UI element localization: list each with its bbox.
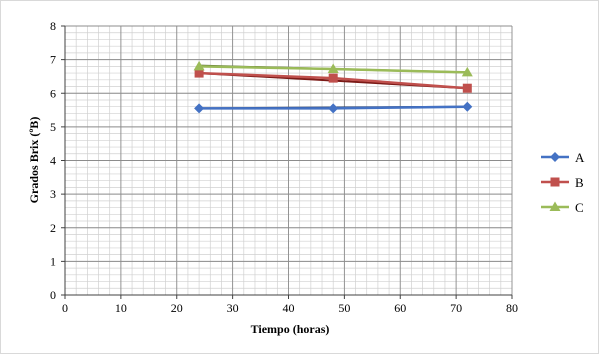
y-tick-label: 1 bbox=[50, 254, 56, 268]
series-c-point bbox=[327, 63, 339, 74]
x-tick-label: 60 bbox=[394, 301, 406, 315]
x-tick-labels: 0 10 20 30 40 50 60 70 80 bbox=[62, 301, 518, 315]
series-a-point bbox=[462, 101, 473, 112]
data-markers bbox=[193, 60, 473, 114]
y-tick-labels: 0 1 2 3 4 5 6 7 8 bbox=[50, 19, 56, 302]
y-tick-label: 0 bbox=[50, 288, 56, 302]
legend-label-c: C bbox=[575, 200, 584, 215]
x-tick-label: 80 bbox=[506, 301, 518, 315]
series-c-point bbox=[461, 66, 473, 77]
legend-item-c: C bbox=[541, 200, 584, 215]
legend-item-b: B bbox=[541, 175, 584, 190]
series-a-point bbox=[328, 103, 339, 114]
series-b-point bbox=[194, 68, 204, 78]
y-tick-label: 2 bbox=[50, 221, 56, 235]
y-tick-label: 4 bbox=[50, 154, 56, 168]
x-tick-label: 40 bbox=[283, 301, 295, 315]
legend: ABC bbox=[541, 150, 585, 215]
legend-label-b: B bbox=[575, 175, 584, 190]
y-tick-label: 6 bbox=[50, 86, 56, 100]
y-tick-label: 8 bbox=[50, 19, 56, 33]
axes bbox=[61, 25, 513, 299]
legend-label-a: A bbox=[575, 150, 585, 165]
x-tick-label: 10 bbox=[115, 301, 127, 315]
legend-item-a: A bbox=[541, 150, 585, 165]
y-tick-label: 3 bbox=[50, 187, 56, 201]
x-tick-label: 20 bbox=[171, 301, 183, 315]
series-a-point bbox=[194, 103, 205, 114]
x-axis-title: Tiempo (horas) bbox=[251, 322, 330, 336]
legend-marker-b bbox=[550, 177, 560, 187]
legend-marker-a bbox=[550, 152, 560, 162]
x-tick-label: 30 bbox=[227, 301, 239, 315]
series-b-point bbox=[462, 83, 472, 93]
y-tick-label: 5 bbox=[50, 120, 56, 134]
x-tick-label: 0 bbox=[62, 301, 68, 315]
x-tick-label: 70 bbox=[450, 301, 462, 315]
series-b-point bbox=[328, 73, 338, 83]
series-c-point bbox=[193, 60, 205, 71]
legend-marker-c bbox=[549, 201, 561, 211]
y-tick-label: 7 bbox=[50, 53, 56, 67]
x-tick-label: 50 bbox=[338, 301, 350, 315]
y-axis-title: Grados Brix (ºB) bbox=[27, 117, 41, 204]
